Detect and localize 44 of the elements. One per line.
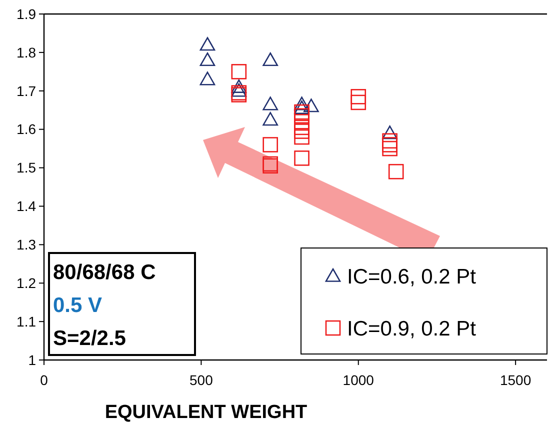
point: [304, 98, 319, 112]
x-tick-label: 0: [40, 372, 48, 388]
point: [350, 89, 366, 104]
legend-label: IC=0.9, 0.2 Pt: [347, 317, 476, 340]
x-tick-label: 500: [190, 372, 214, 388]
y-tick-label: 1.9: [16, 6, 36, 22]
point: [294, 150, 310, 166]
y-tick-label: 1.6: [16, 121, 36, 138]
point: [350, 94, 366, 110]
point: [262, 137, 278, 152]
y-tick-label: 1.1: [16, 313, 36, 330]
point: [294, 100, 310, 114]
y-tick-label: 1.4: [16, 198, 36, 214]
point: [294, 104, 310, 120]
point: [382, 140, 398, 156]
point: [231, 83, 247, 97]
y-tick-label: 1.3: [16, 236, 36, 253]
y-tick-label: 1.8: [16, 44, 36, 60]
annotation: S=2/2.5: [53, 327, 126, 350]
x-tick-label: 1500: [500, 372, 532, 388]
point: [231, 64, 247, 80]
point: [382, 126, 398, 140]
point: [294, 96, 310, 110]
legend-label: IC=0.6, 0.2 Pt: [347, 265, 476, 288]
point: [294, 129, 310, 145]
point: [262, 52, 278, 66]
point: [262, 112, 278, 126]
point: [388, 164, 404, 180]
annotation: 0.5 V: [53, 294, 102, 317]
y-tick-label: 1.5: [16, 160, 36, 176]
point: [231, 79, 247, 93]
point: [382, 133, 398, 149]
x-axis-title: EQUIVALENT WEIGHT: [104, 402, 308, 423]
y-tick-label: 1: [28, 352, 36, 368]
point: [200, 37, 216, 51]
x-tick-label: 1000: [342, 372, 374, 388]
point: [200, 72, 216, 86]
point: [262, 96, 278, 110]
annotation: 80/68/68 C: [53, 261, 156, 284]
point: [294, 120, 310, 136]
point: [200, 52, 216, 66]
y-tick-label: 1.2: [16, 275, 36, 292]
point: [294, 108, 310, 124]
y-tick-label: 1.7: [16, 82, 36, 99]
